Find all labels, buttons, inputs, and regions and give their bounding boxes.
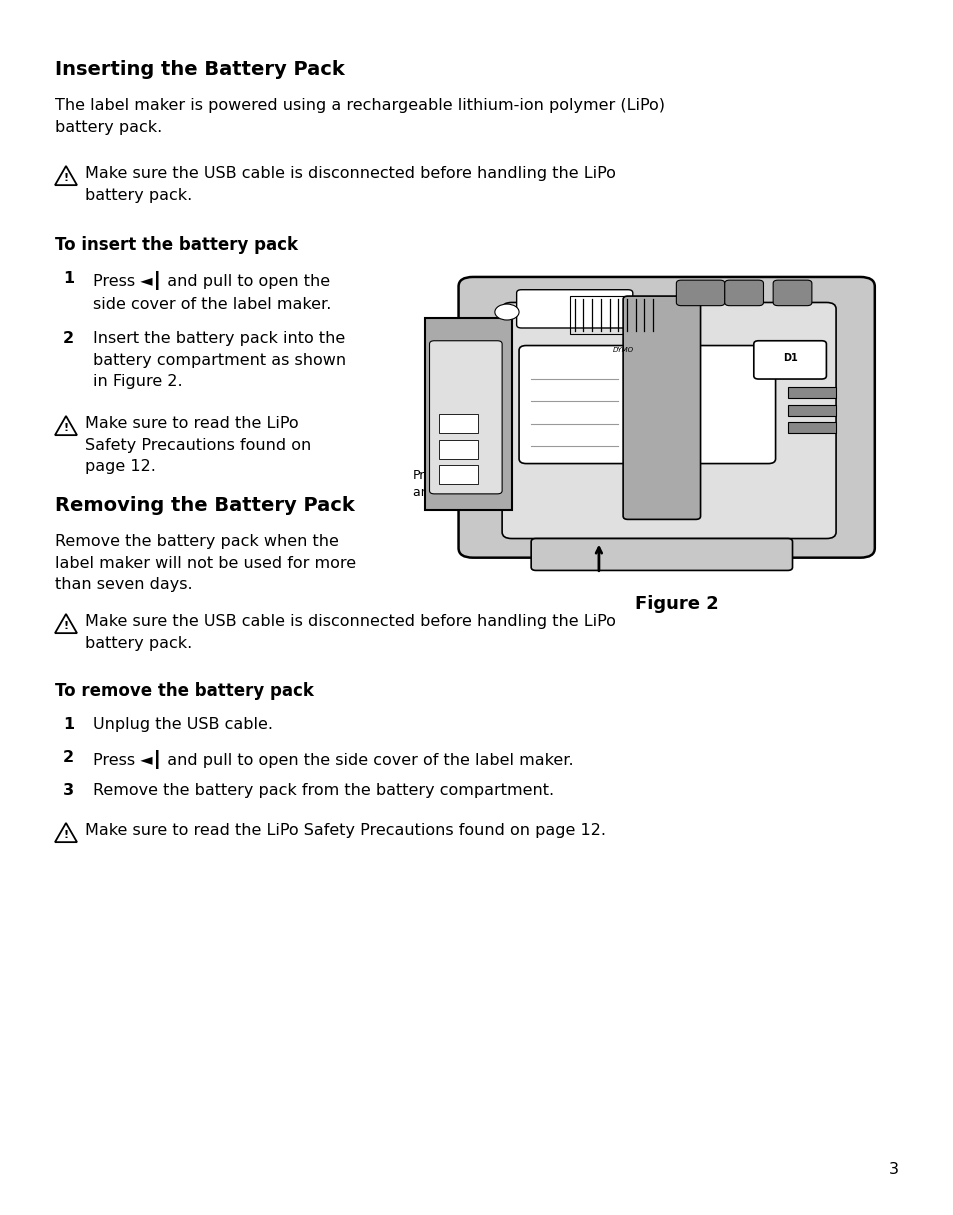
Text: !: ! xyxy=(63,830,69,840)
Bar xyxy=(438,414,477,434)
Circle shape xyxy=(495,304,518,320)
Text: Inserting the Battery Pack: Inserting the Battery Pack xyxy=(55,60,344,79)
Bar xyxy=(438,465,477,485)
Text: !: ! xyxy=(63,423,69,433)
Text: To insert the battery pack: To insert the battery pack xyxy=(55,236,297,254)
Text: Make sure the USB cable is disconnected before handling the LiPo
battery pack.: Make sure the USB cable is disconnected … xyxy=(85,166,616,203)
Text: Remove the battery pack when the
label maker will not be used for more
than seve: Remove the battery pack when the label m… xyxy=(55,535,355,592)
Polygon shape xyxy=(424,318,511,510)
Text: Make sure to read the LiPo
Safety Precautions found on
page 12.: Make sure to read the LiPo Safety Precau… xyxy=(85,416,311,474)
FancyBboxPatch shape xyxy=(772,281,811,306)
Text: Removing the Battery Pack: Removing the Battery Pack xyxy=(55,496,355,515)
Text: D1: D1 xyxy=(781,354,797,363)
FancyBboxPatch shape xyxy=(517,289,632,328)
FancyBboxPatch shape xyxy=(622,296,700,519)
Text: 3: 3 xyxy=(888,1162,898,1177)
FancyBboxPatch shape xyxy=(724,281,762,306)
Text: To remove the battery pack: To remove the battery pack xyxy=(55,682,314,700)
Text: 3: 3 xyxy=(63,782,74,798)
Bar xyxy=(787,388,835,399)
Text: Press ◄┃ and pull to open the side cover of the label maker.: Press ◄┃ and pull to open the side cover… xyxy=(92,750,573,769)
Text: Make sure the USB cable is disconnected before handling the LiPo
battery pack.: Make sure the USB cable is disconnected … xyxy=(85,614,616,650)
Text: Remove the battery pack from the battery compartment.: Remove the battery pack from the battery… xyxy=(92,782,554,798)
Text: The label maker is powered using a rechargeable lithium-ion polymer (LiPo)
batte: The label maker is powered using a recha… xyxy=(55,98,664,135)
FancyBboxPatch shape xyxy=(429,340,501,493)
Bar xyxy=(438,440,477,459)
FancyBboxPatch shape xyxy=(753,340,825,379)
Text: 1: 1 xyxy=(63,717,74,731)
Bar xyxy=(787,422,835,434)
FancyBboxPatch shape xyxy=(518,345,775,464)
FancyBboxPatch shape xyxy=(458,277,874,558)
Text: DYMO: DYMO xyxy=(612,347,633,354)
Text: Press
and pull: Press and pull xyxy=(413,469,463,499)
Text: Press ◄┃ and pull to open the
side cover of the label maker.: Press ◄┃ and pull to open the side cover… xyxy=(92,271,331,311)
FancyBboxPatch shape xyxy=(501,303,835,538)
Text: !: ! xyxy=(63,621,69,631)
Bar xyxy=(569,296,676,334)
Text: 2: 2 xyxy=(63,750,74,765)
Text: Unplug the USB cable.: Unplug the USB cable. xyxy=(92,717,273,731)
Text: 1: 1 xyxy=(63,271,74,286)
Text: Make sure to read the LiPo Safety Precautions found on page 12.: Make sure to read the LiPo Safety Precau… xyxy=(85,823,605,838)
Text: !: ! xyxy=(63,173,69,183)
FancyBboxPatch shape xyxy=(676,281,724,306)
Text: Insert the battery pack into the
battery compartment as shown
in Figure 2.: Insert the battery pack into the battery… xyxy=(92,330,346,389)
Text: 2: 2 xyxy=(63,330,74,346)
Bar xyxy=(787,405,835,416)
Text: Figure 2: Figure 2 xyxy=(635,595,719,614)
FancyBboxPatch shape xyxy=(531,538,792,570)
